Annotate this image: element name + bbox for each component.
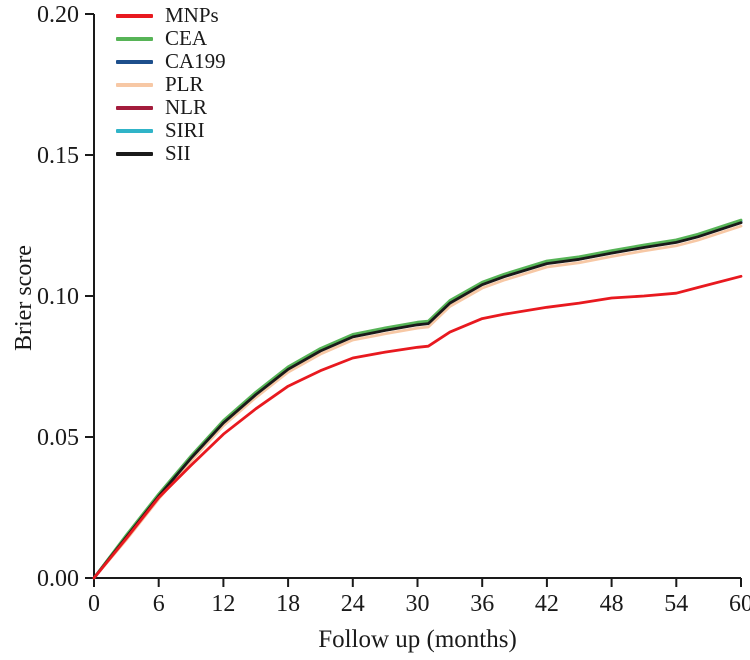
svg-text:6: 6 (153, 591, 165, 617)
mnps-line-swatch-icon (116, 13, 153, 18)
ca199-line-swatch-icon (116, 59, 153, 64)
legend-item-sii: SII (116, 142, 226, 165)
legend-item-cea: CEA (116, 27, 226, 50)
svg-text:54: 54 (664, 591, 688, 617)
legend-label-sii: SII (165, 141, 191, 165)
svg-text:0.10: 0.10 (37, 284, 79, 310)
svg-text:48: 48 (600, 591, 624, 617)
x-axis-label: Follow up (months) (318, 626, 517, 653)
svg-text:30: 30 (406, 591, 430, 617)
svg-text:0.00: 0.00 (37, 566, 79, 592)
legend: MNPs CEA CA199 PLR NLR SIRI SII (116, 4, 226, 165)
svg-text:60: 60 (729, 591, 750, 617)
nlr-line-swatch-icon (116, 105, 153, 110)
svg-text:36: 36 (470, 591, 494, 617)
svg-text:0.15: 0.15 (37, 143, 79, 169)
siri-line-swatch-icon (116, 128, 153, 133)
svg-text:0.05: 0.05 (37, 425, 79, 451)
legend-item-plr: PLR (116, 73, 226, 96)
cea-line-swatch-icon (116, 36, 153, 41)
legend-label-ca199: CA199 (165, 49, 226, 73)
legend-label-cea: CEA (165, 26, 207, 50)
legend-item-ca199: CA199 (116, 50, 226, 73)
plr-line-swatch-icon (116, 82, 153, 87)
legend-label-siri: SIRI (165, 118, 205, 142)
svg-text:12: 12 (211, 591, 235, 617)
svg-text:42: 42 (535, 591, 559, 617)
svg-text:0: 0 (88, 591, 100, 617)
legend-label-nlr: NLR (165, 95, 207, 119)
legend-item-siri: SIRI (116, 119, 226, 142)
svg-text:18: 18 (276, 591, 300, 617)
legend-item-mnps: MNPs (116, 4, 226, 27)
legend-item-nlr: NLR (116, 96, 226, 119)
y-axis-label: Brier score (11, 245, 37, 351)
svg-text:0.20: 0.20 (37, 2, 79, 28)
sii-line-swatch-icon (116, 151, 153, 156)
legend-label-mnps: MNPs (165, 3, 219, 27)
svg-text:24: 24 (341, 591, 365, 617)
legend-label-plr: PLR (165, 72, 204, 96)
